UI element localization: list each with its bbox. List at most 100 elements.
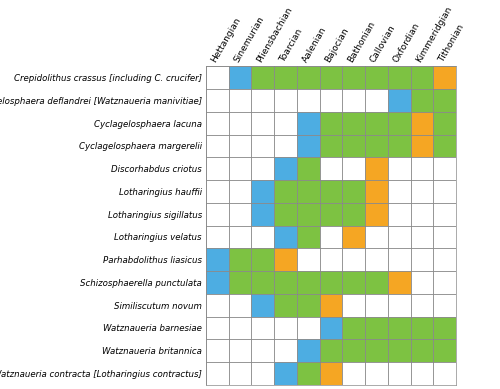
Bar [274,248,297,271]
Bar [252,294,274,317]
Bar [274,203,297,226]
Bar [297,67,320,89]
Bar [342,157,365,180]
Bar [365,112,388,135]
Bar [206,67,229,89]
Bar [342,112,365,135]
Bar [342,67,365,89]
Bar [274,135,297,157]
Bar [410,271,434,294]
Bar [274,226,297,248]
Bar [206,180,229,203]
Bar [297,89,320,112]
Bar [434,203,456,226]
Bar [410,89,434,112]
Bar [274,112,297,135]
Bar [320,362,342,385]
Bar [206,362,229,385]
Bar [388,89,410,112]
Bar [297,226,320,248]
Bar [274,294,297,317]
Bar [228,271,252,294]
Bar [410,294,434,317]
Bar [365,248,388,271]
Bar [320,89,342,112]
Bar [434,317,456,339]
Bar [252,112,274,135]
Bar [297,112,320,135]
Bar [434,294,456,317]
Bar [206,112,229,135]
Bar [365,157,388,180]
Bar [228,180,252,203]
Bar [410,157,434,180]
Bar [320,180,342,203]
Bar [410,248,434,271]
Bar [320,339,342,362]
Bar [342,317,365,339]
Bar [388,317,410,339]
Bar [320,226,342,248]
Bar [297,362,320,385]
Bar [297,317,320,339]
Bar [274,317,297,339]
Bar [388,180,410,203]
Bar [206,135,229,157]
Bar [365,203,388,226]
Bar [388,67,410,89]
Bar [365,362,388,385]
Bar [388,362,410,385]
Bar [365,135,388,157]
Bar [297,271,320,294]
Bar [252,226,274,248]
Bar [297,135,320,157]
Bar [297,294,320,317]
Bar [274,271,297,294]
Bar [388,203,410,226]
Bar [228,226,252,248]
Bar [228,362,252,385]
Bar [252,67,274,89]
Bar [434,112,456,135]
Bar [388,157,410,180]
Bar [252,89,274,112]
Bar [297,157,320,180]
Bar [252,180,274,203]
Bar [410,317,434,339]
Bar [410,112,434,135]
Bar [365,317,388,339]
Bar [320,135,342,157]
Bar [342,339,365,362]
Bar [365,180,388,203]
Bar [274,67,297,89]
Bar [342,135,365,157]
Bar [206,89,229,112]
Bar [252,317,274,339]
Bar [228,294,252,317]
Bar [274,180,297,203]
Bar [410,67,434,89]
Bar [320,294,342,317]
Bar [206,157,229,180]
Bar [410,203,434,226]
Bar [434,180,456,203]
Bar [228,157,252,180]
Bar [274,362,297,385]
Bar [434,362,456,385]
Bar [365,67,388,89]
Bar [252,135,274,157]
Bar [320,112,342,135]
Bar [252,339,274,362]
Bar [297,180,320,203]
Bar [274,339,297,362]
Bar [320,271,342,294]
Bar [252,362,274,385]
Bar [388,248,410,271]
Bar [228,67,252,89]
Bar [410,226,434,248]
Bar [228,248,252,271]
Bar [320,157,342,180]
Bar [252,203,274,226]
Bar [365,89,388,112]
Bar [297,339,320,362]
